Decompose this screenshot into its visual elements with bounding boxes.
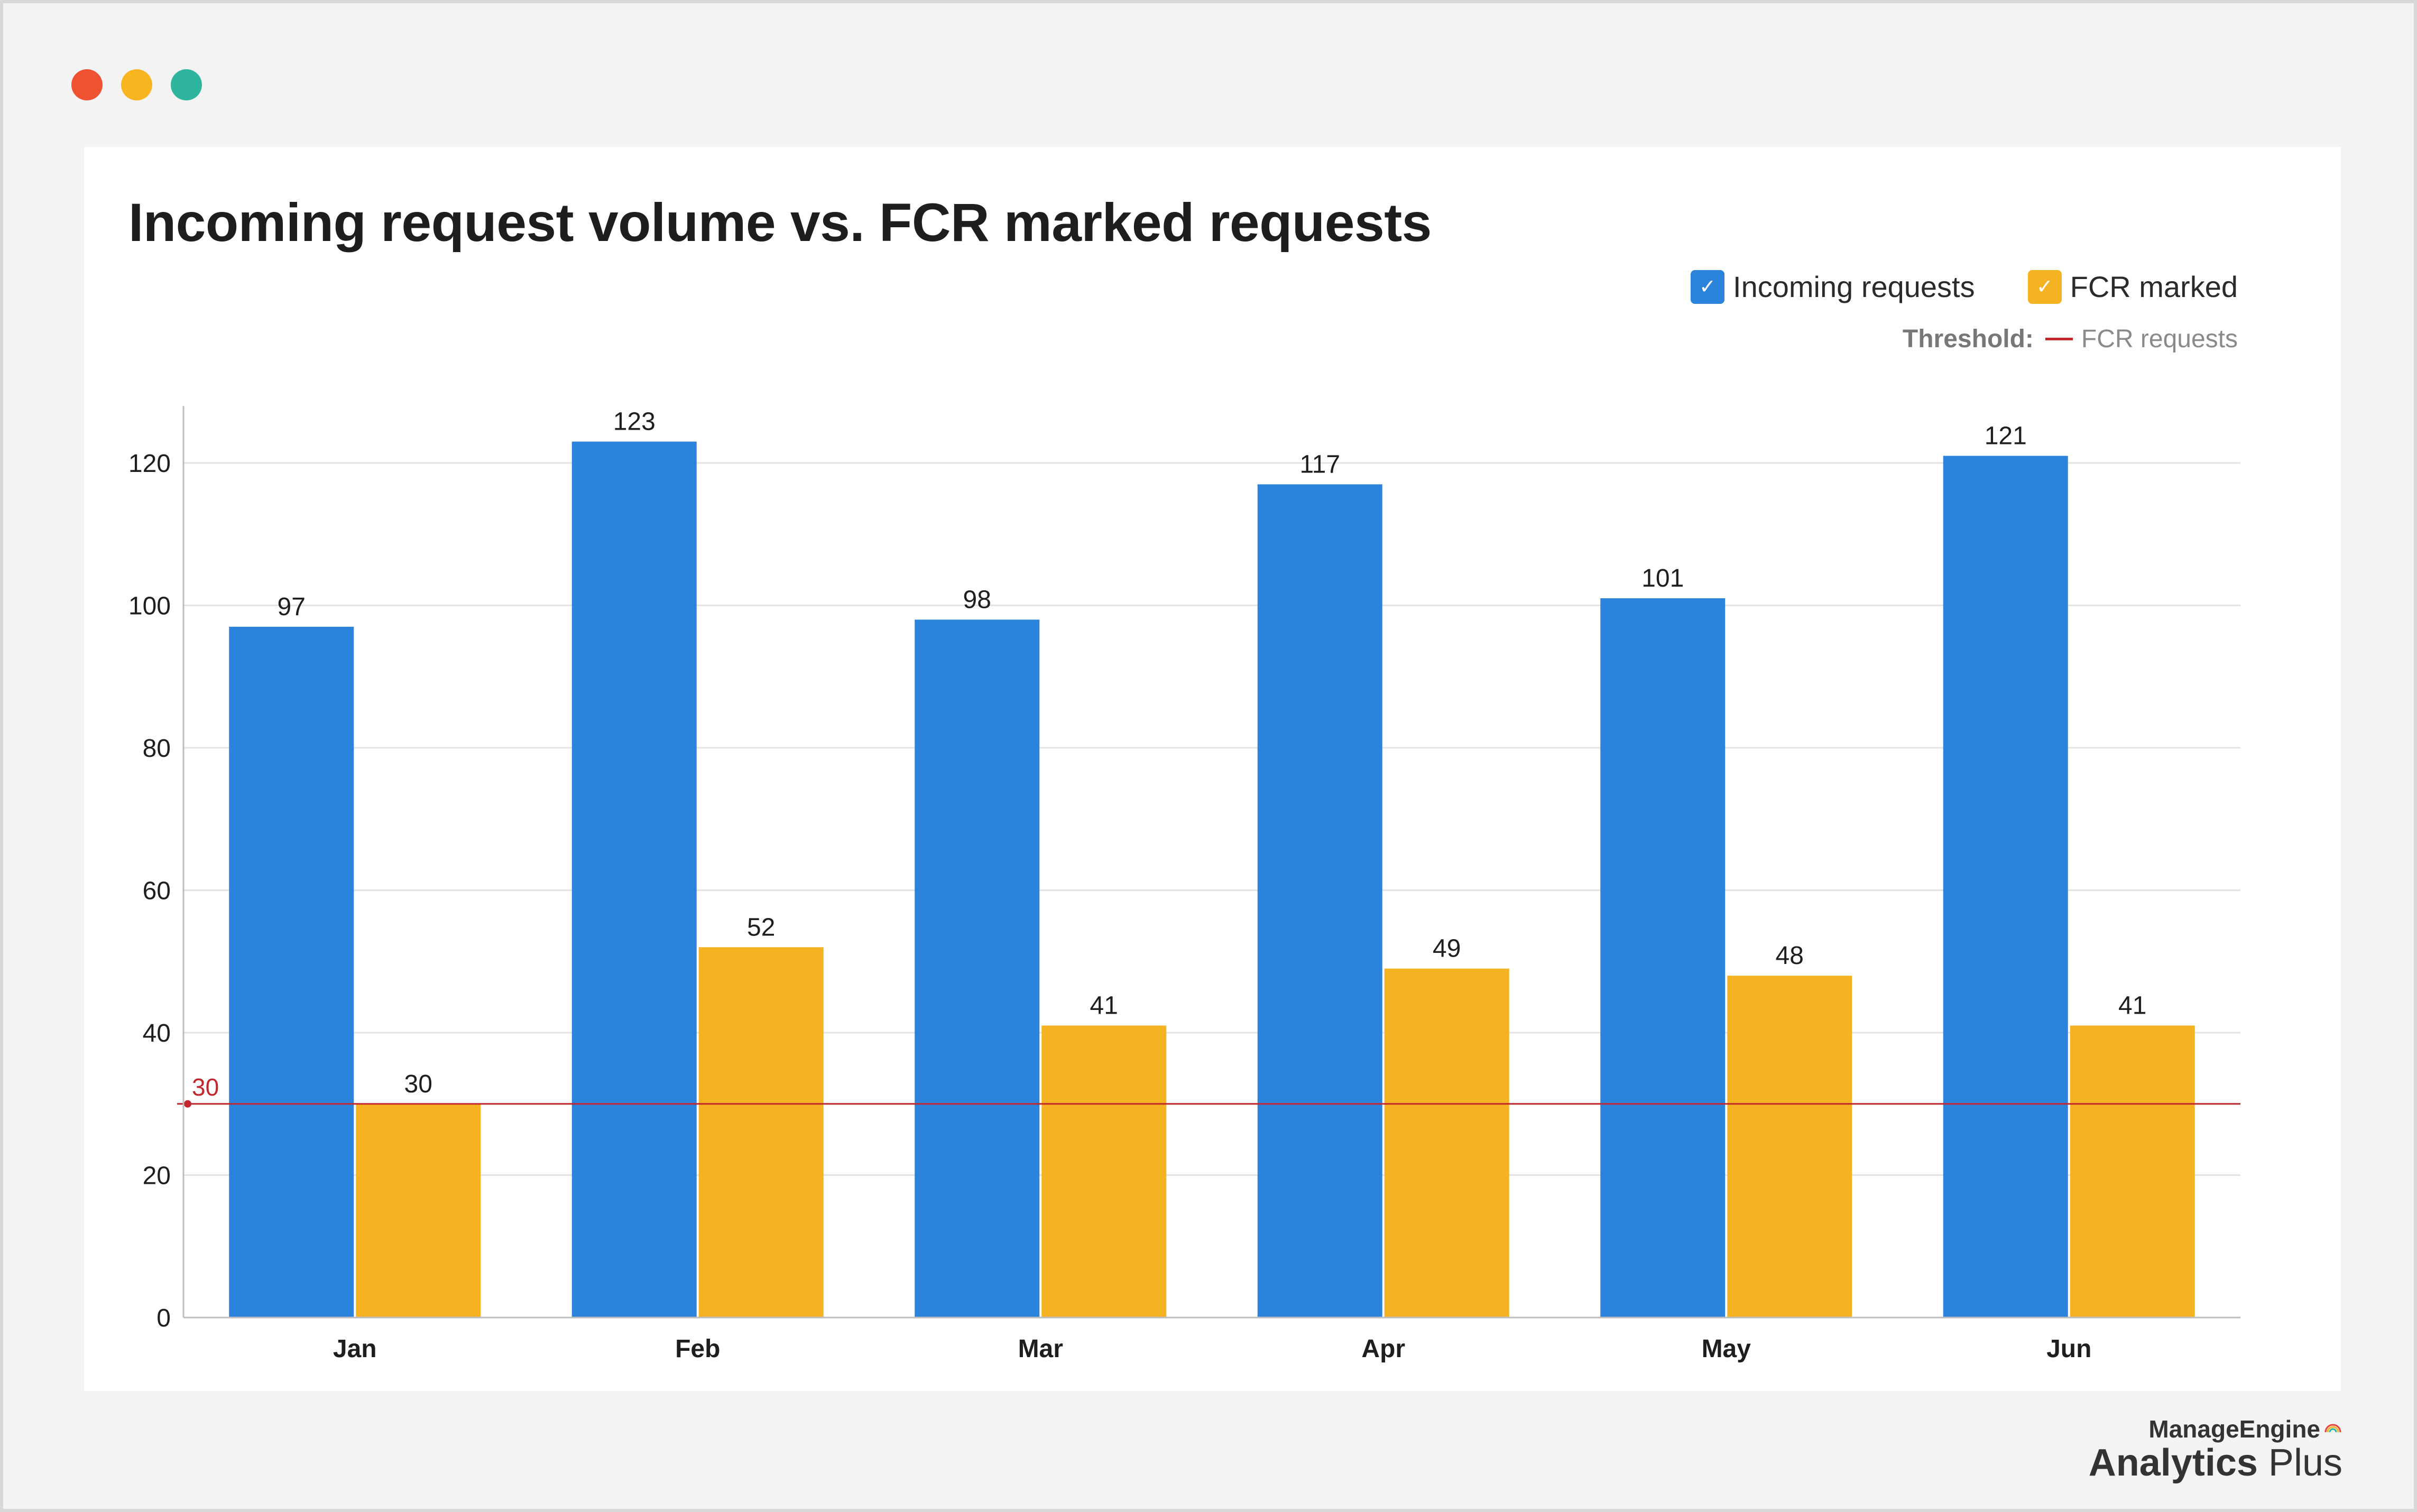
data-label: 30	[404, 1070, 432, 1098]
x-tick-label: Jan	[333, 1335, 377, 1363]
bar-fcr	[2070, 1025, 2195, 1318]
bar-incoming	[571, 441, 697, 1318]
threshold-marker	[184, 1100, 191, 1108]
axes	[182, 406, 2240, 1319]
minimize-dot[interactable]	[121, 69, 152, 100]
checkbox-checked-icon[interactable]: ✓	[1691, 270, 1725, 304]
bar-fcr	[1384, 968, 1509, 1318]
brand-suffix: Plus	[2257, 1442, 2342, 1484]
y-tick-label: 100	[128, 592, 171, 620]
bar-fcr	[698, 947, 824, 1318]
data-label: 121	[1985, 422, 2027, 450]
brand-product: Analytics	[2088, 1442, 2258, 1484]
x-tick-label: May	[1702, 1335, 1751, 1363]
y-tick-label: 60	[143, 877, 171, 905]
data-label: 123	[613, 408, 656, 436]
threshold-title: Threshold:	[1902, 325, 2034, 353]
threshold-line-swatch	[2045, 338, 2073, 340]
data-label: 52	[747, 913, 775, 941]
bar-incoming	[229, 626, 354, 1318]
x-tick-label: Jun	[2046, 1335, 2091, 1363]
threshold-legend: Threshold: FCR requests	[1903, 324, 2238, 354]
x-tick-label: Feb	[675, 1335, 720, 1363]
data-label: 117	[1299, 450, 1340, 478]
legend-label-fcr: FCR marked	[2070, 270, 2238, 303]
legend-item-incoming[interactable]: ✓ Incoming requests	[1691, 270, 1975, 304]
threshold-value-label: 30	[192, 1073, 219, 1101]
data-label: 48	[1776, 942, 1804, 970]
bar-fcr	[1727, 976, 1852, 1318]
x-tick-label: Mar	[1018, 1335, 1063, 1363]
close-dot[interactable]	[71, 69, 103, 100]
legend-item-fcr[interactable]: ✓ FCR marked	[2027, 270, 2238, 304]
window-controls	[71, 69, 202, 100]
y-tick-label: 0	[156, 1304, 171, 1332]
bar-incoming	[1943, 456, 2068, 1318]
x-tick-label: Apr	[1361, 1335, 1405, 1363]
bars	[229, 441, 2195, 1318]
threshold-label: FCR requests	[2081, 325, 2238, 353]
data-label: 101	[1641, 564, 1684, 592]
data-label: 97	[278, 593, 306, 621]
data-label: 41	[1090, 992, 1118, 1020]
bar-incoming	[1257, 484, 1382, 1318]
chart-card: Incoming request volume vs. FCR marked r…	[84, 147, 2341, 1391]
rainbow-arc-icon	[2324, 1424, 2341, 1433]
legend-label-incoming: Incoming requests	[1733, 270, 1975, 303]
checkbox-checked-icon[interactable]: ✓	[2027, 270, 2062, 304]
bar-fcr	[1041, 1025, 1167, 1318]
bar-incoming	[915, 619, 1040, 1318]
legend: ✓ Incoming requests ✓ FCR marked	[1638, 270, 2238, 304]
gridlines	[183, 462, 2240, 1176]
bar-fcr	[356, 1103, 481, 1318]
brand-company: ManageEngine	[2148, 1415, 2320, 1443]
brand-logo: ManageEngine Analytics Plus	[2089, 1415, 2342, 1485]
chart-plot: 30 0 20 40 60 80 100 120 97 30 Jan 123 52 Feb 98 41 Mar…	[128, 406, 2240, 1363]
chart-title: Incoming request volume vs. FCR marked r…	[128, 192, 1432, 253]
y-tick-label: 80	[143, 735, 171, 763]
threshold-layer: 30	[177, 1073, 2240, 1108]
data-label: 98	[963, 586, 991, 614]
bar-incoming	[1600, 598, 1726, 1318]
y-tick-label: 40	[143, 1019, 171, 1047]
labels: 0 20 40 60 80 100 120 97 30 Jan 123 52 Feb 98 41 Mar 117…	[128, 408, 2147, 1363]
zoom-dot[interactable]	[171, 69, 202, 100]
y-tick-label: 120	[128, 450, 171, 478]
data-label: 49	[1433, 935, 1461, 963]
y-tick-label: 20	[143, 1162, 171, 1190]
data-label: 41	[2118, 992, 2146, 1020]
